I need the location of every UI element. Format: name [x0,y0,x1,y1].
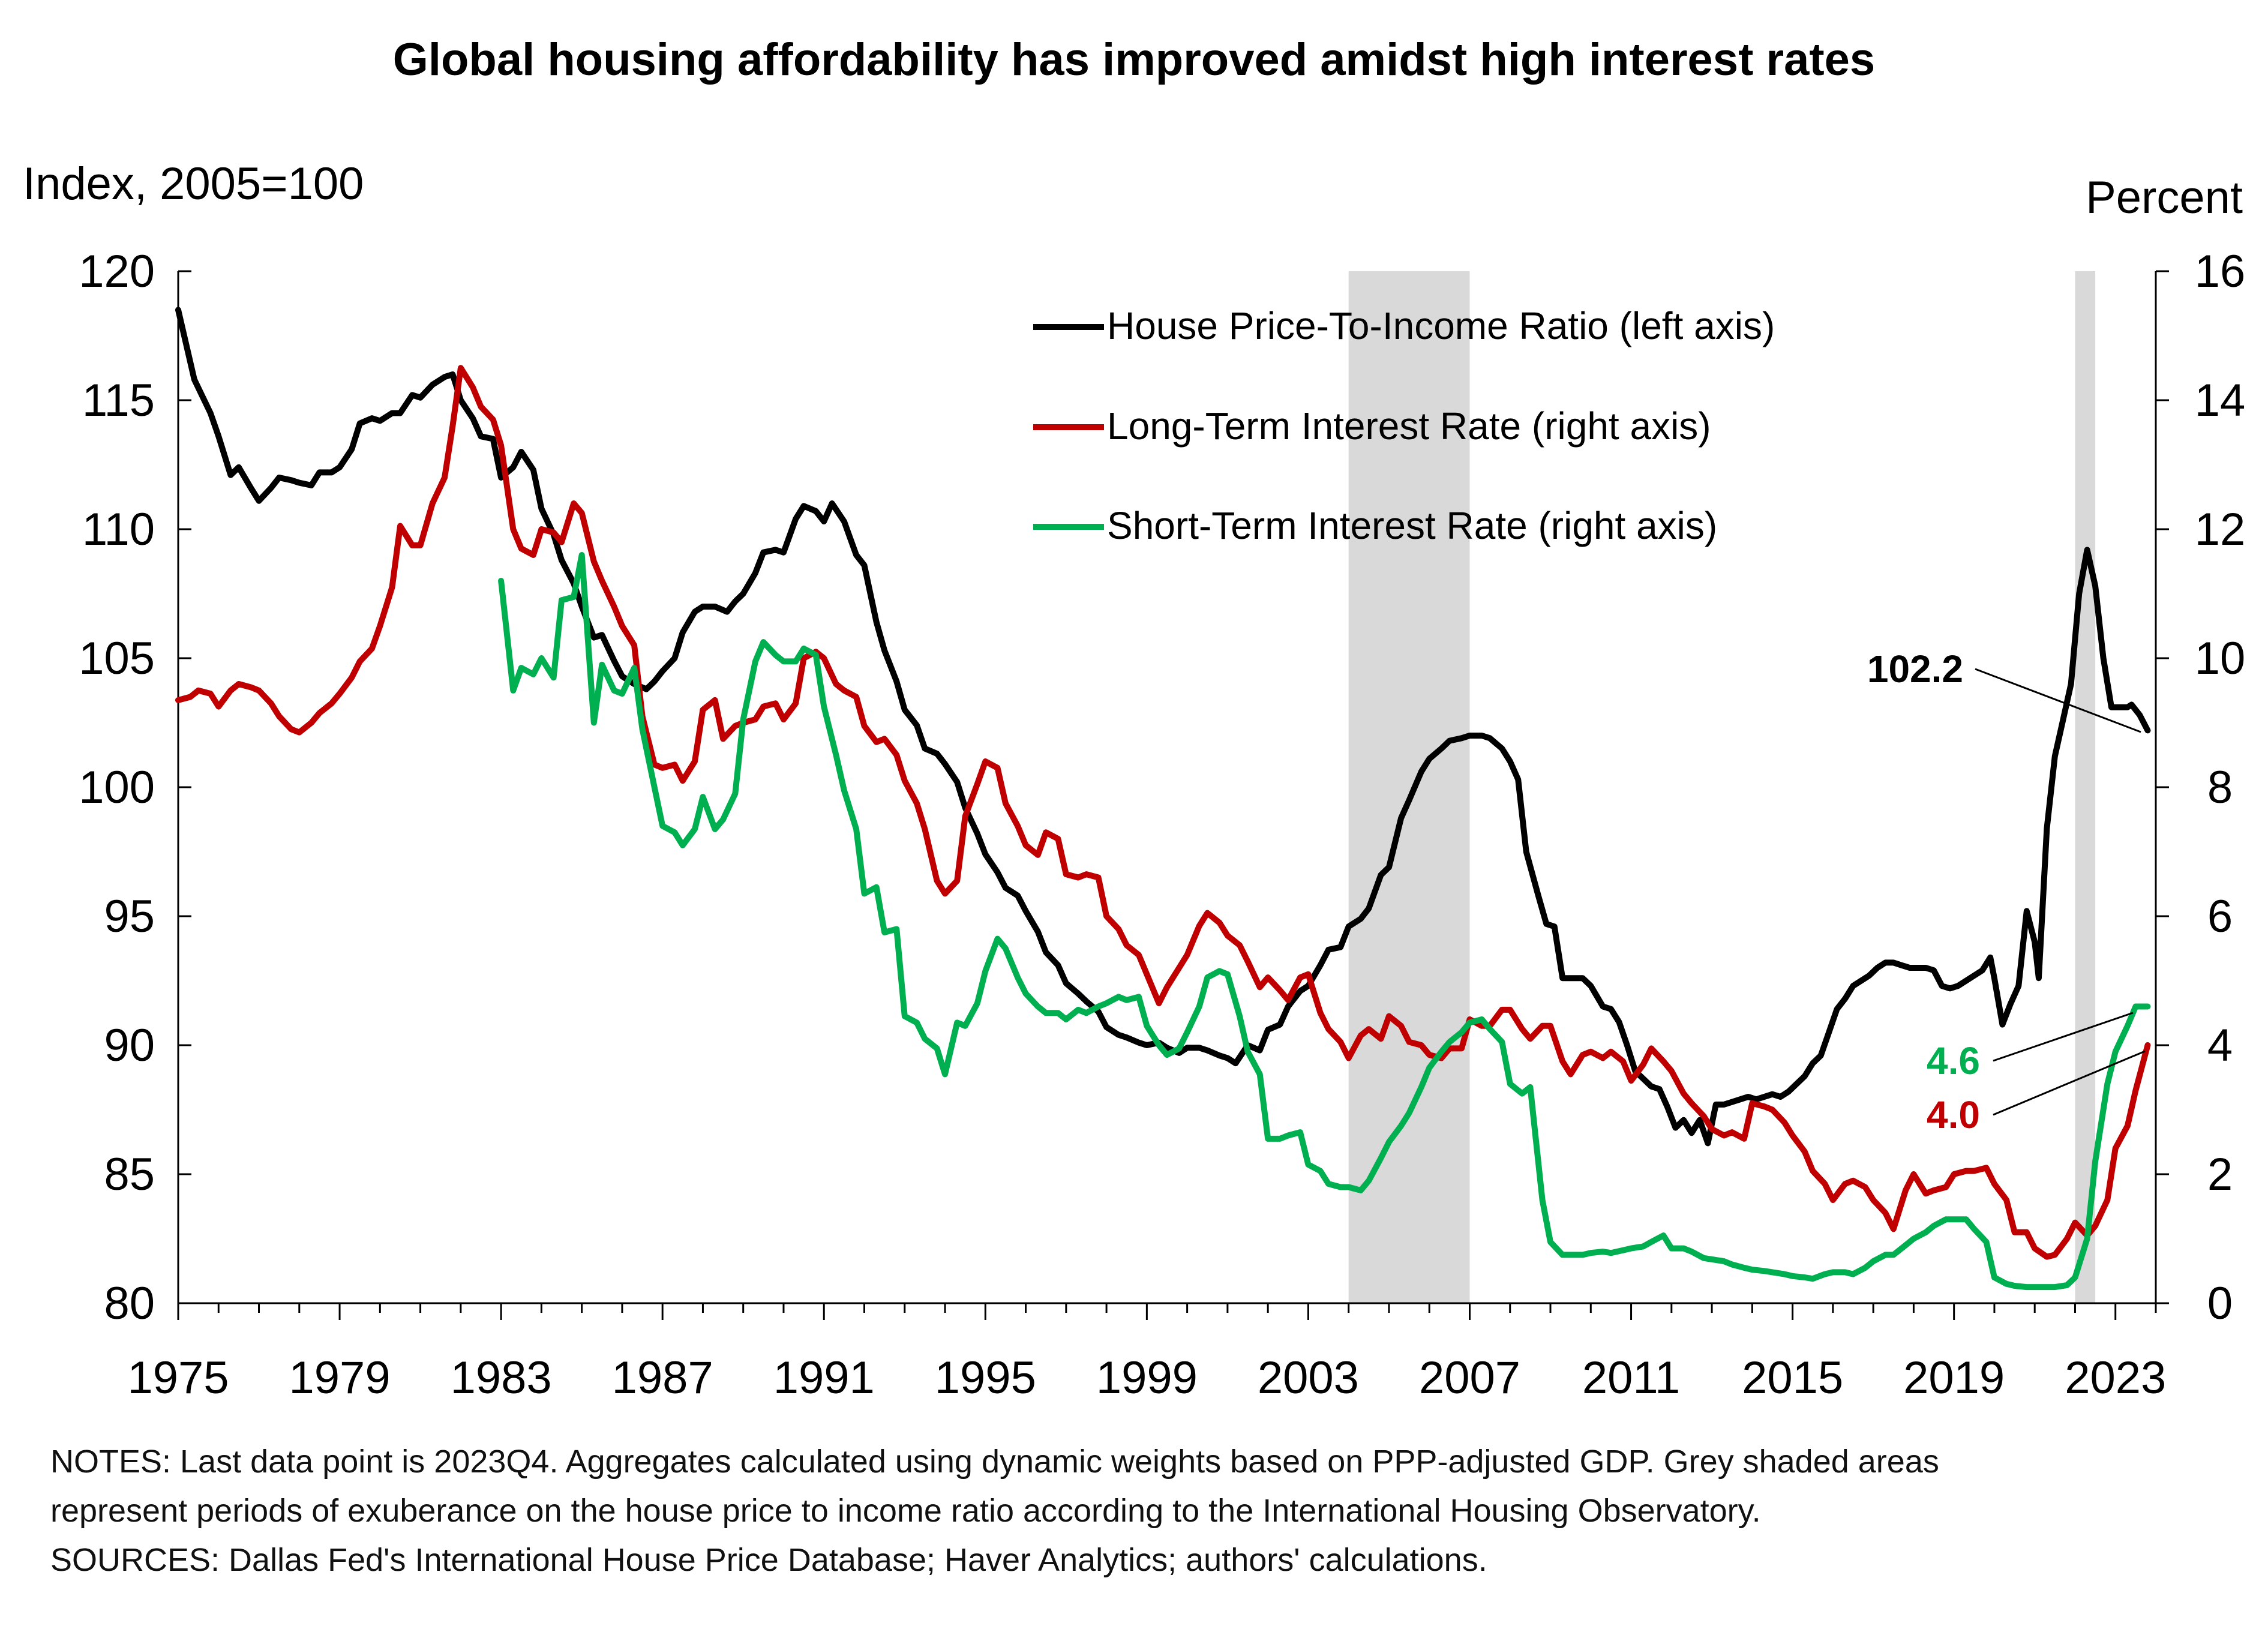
right-tick-label: 10 [2195,633,2246,684]
left-axis-label: Index, 2005=100 [23,158,364,209]
x-tick-label: 1983 [451,1352,552,1403]
legend-item-long-term: Long-Term Interest Rate (right axis) [1033,404,1711,448]
x-tick-label: 2023 [2065,1352,2166,1403]
x-tick-label: 1995 [935,1352,1036,1403]
right-tick-label: 6 [2207,891,2233,942]
right-tick-label: 2 [2207,1149,2233,1200]
left-tick-label: 90 [104,1020,155,1071]
right-tick-label: 4 [2207,1020,2233,1071]
right-tick-label: 14 [2195,375,2246,426]
x-tick-label: 1987 [612,1352,713,1403]
footnotes: NOTES: Last data point is 2023Q4. Aggreg… [50,1437,2234,1585]
legend: House Price-To-Income Ratio (left axis) … [1033,304,1775,547]
left-tick-label: 95 [104,891,155,942]
right-tick-label: 0 [2207,1278,2233,1329]
series-lines [175,307,2151,1291]
notes-line-2: represent periods of exuberance on the h… [50,1493,1761,1529]
series-line-short-term-rate [498,552,2151,1291]
annotation-house-price: 102.2 [1867,647,1963,691]
x-tick-label: 2003 [1258,1352,1359,1403]
shaded-period-1 [1348,271,1470,1303]
x-tick-label: 2011 [1582,1352,1680,1403]
annotation-short-term: 4.6 [1927,1039,1980,1082]
annotation-leader-long-term [1993,1050,2146,1116]
x-tick-label: 2007 [1419,1352,1520,1403]
left-tick-label: 110 [82,504,155,555]
legend-label-short-term: Short-Term Interest Rate (right axis) [1107,504,1717,547]
right-tick-label: 16 [2195,246,2246,297]
series-line-long-term-rate [175,365,2151,1260]
x-tick-label: 1975 [127,1352,229,1403]
annotation-long-term: 4.0 [1927,1093,1980,1136]
x-tick-label: 1991 [773,1352,875,1403]
right-axis-label: Percent [2086,172,2243,223]
left-tick-label: 100 [79,762,155,813]
right-axis-ticks: 0 2 4 6 8 10 12 14 16 [2156,246,2245,1329]
x-tick-label: 1999 [1096,1352,1198,1403]
legend-item-house-price: House Price-To-Income Ratio (left axis) [1033,304,1775,347]
x-tick-label: 2015 [1742,1352,1843,1403]
left-tick-label: 80 [104,1278,155,1329]
left-tick-label: 120 [79,246,155,297]
annotation-leader-short-term [1993,1012,2134,1062]
chart-title: Global housing affordability has improve… [393,34,1875,85]
x-axis-ticks: 1975 1979 1983 1987 1991 1995 1999 2003 2007 2011… [127,1303,2166,1403]
left-axis-ticks: 80 85 90 95 100 105 110 115 120 [79,246,191,1329]
sources-line: SOURCES: Dallas Fed's International Hous… [50,1542,1487,1578]
legend-item-short-term: Short-Term Interest Rate (right axis) [1033,504,1717,547]
notes-line-1: NOTES: Last data point is 2023Q4. Aggreg… [50,1444,1939,1480]
x-tick-label: 1979 [289,1352,391,1403]
x-tick-label: 2019 [1903,1352,2005,1403]
left-tick-label: 85 [104,1149,155,1200]
left-tick-label: 105 [79,633,155,684]
left-tick-label: 115 [82,375,155,426]
shaded-period-2 [2075,271,2096,1303]
legend-label-house-price: House Price-To-Income Ratio (left axis) [1107,304,1775,347]
legend-label-long-term: Long-Term Interest Rate (right axis) [1107,404,1711,448]
right-tick-label: 8 [2207,762,2233,813]
right-tick-label: 12 [2195,504,2246,555]
annotation-leader-house-price [1975,668,2141,733]
end-annotations: 102.2 4.6 4.0 [1867,647,2146,1136]
shaded-periods [1348,271,2096,1303]
